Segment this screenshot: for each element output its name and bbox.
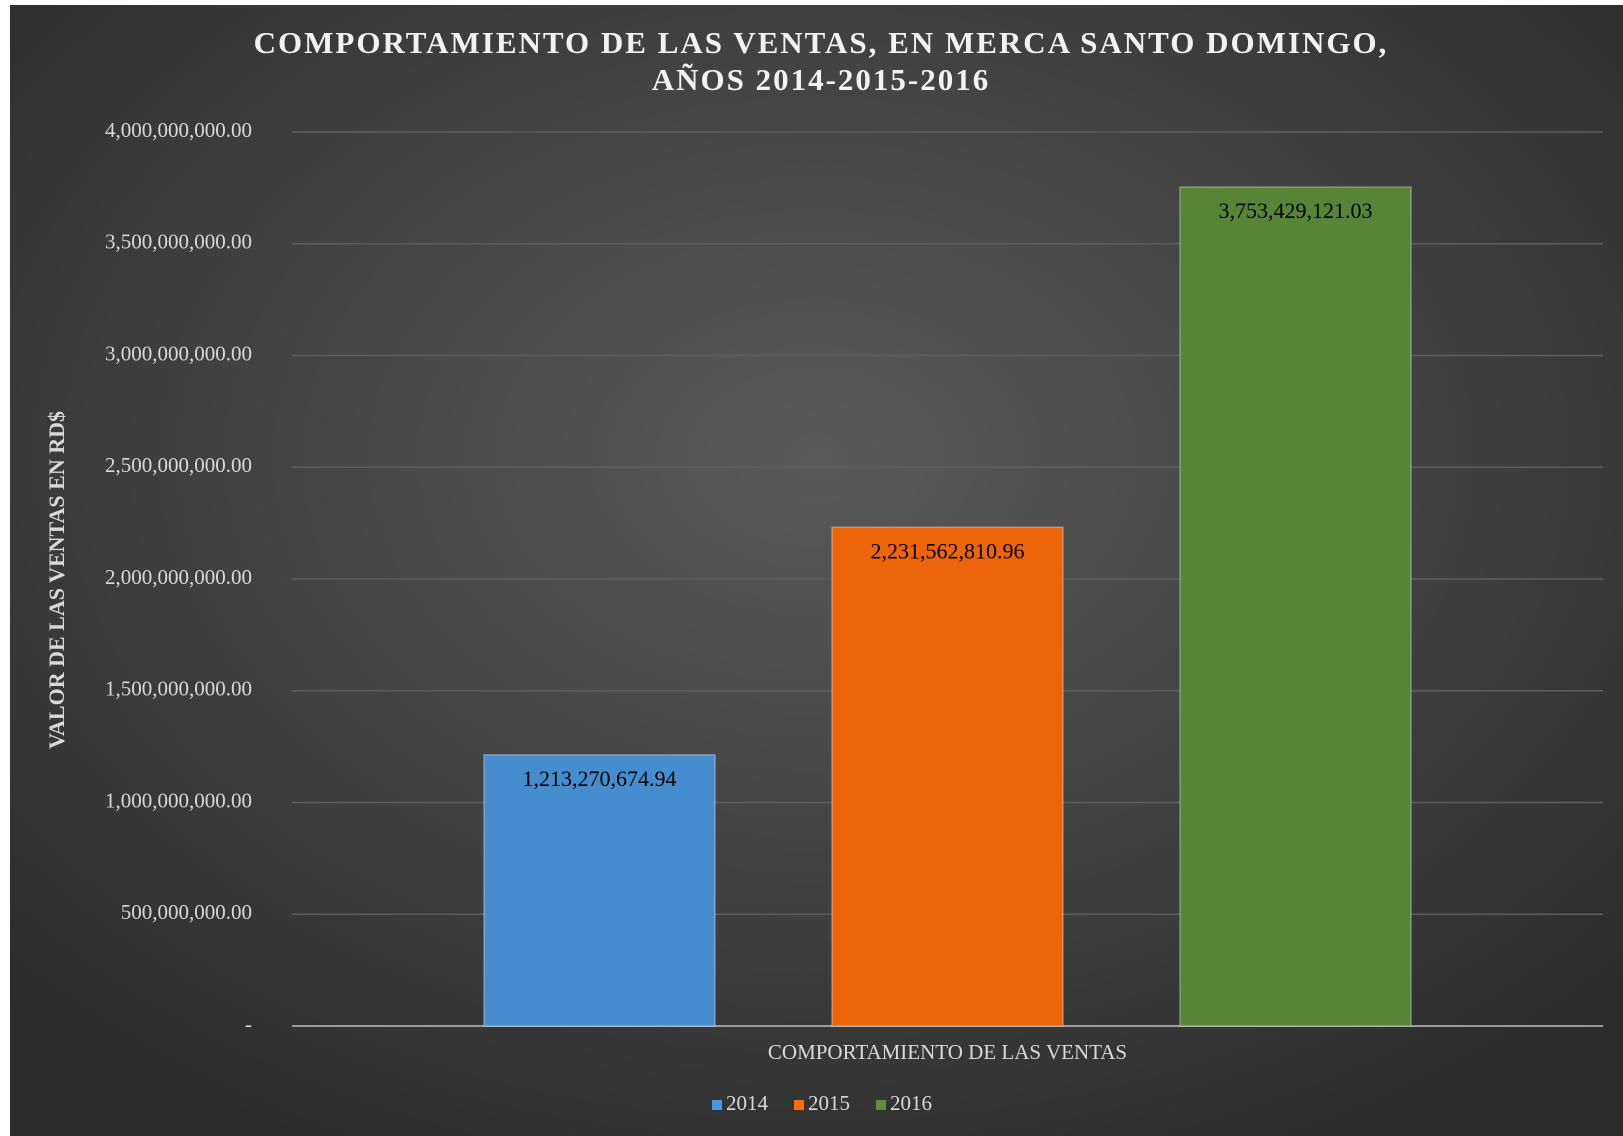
legend-swatch (712, 1100, 722, 1110)
legend-label: 2016 (890, 1091, 932, 1115)
bar-shade (1180, 187, 1411, 1027)
y-tick-label: - (245, 1012, 252, 1036)
chart-title: COMPORTAMIENTO DE LAS VENTAS, EN MERCA S… (254, 25, 1389, 60)
legend-swatch (876, 1100, 886, 1110)
y-tick-label: 1,000,000,000.00 (105, 788, 252, 812)
data-label: 1,213,270,674.94 (523, 766, 677, 791)
legend-label: 2015 (808, 1091, 850, 1115)
y-tick-label: 3,500,000,000.00 (105, 230, 252, 254)
y-tick-label: 500,000,000.00 (121, 900, 252, 924)
y-tick-label: 4,000,000,000.00 (105, 118, 252, 142)
y-tick-label: 1,500,000,000.00 (105, 677, 252, 701)
data-label: 2,231,562,810.96 (871, 538, 1025, 563)
bar-shade (484, 754, 715, 1026)
chart-title: AÑOS 2014-2015-2016 (652, 62, 991, 97)
legend-swatch (794, 1100, 804, 1110)
legend-label: 2014 (726, 1091, 769, 1115)
y-tick-label: 2,000,000,000.00 (105, 565, 252, 589)
y-tick-label: 2,500,000,000.00 (105, 453, 252, 477)
x-tick-label: COMPORTAMIENTO DE LAS VENTAS (768, 1040, 1127, 1064)
data-label: 3,753,429,121.03 (1219, 198, 1373, 223)
y-axis-label: VALOR DE LAS VENTAS EN RD$ (44, 411, 69, 749)
y-tick-label: 3,000,000,000.00 (105, 341, 252, 365)
bar-shade (832, 527, 1063, 1026)
